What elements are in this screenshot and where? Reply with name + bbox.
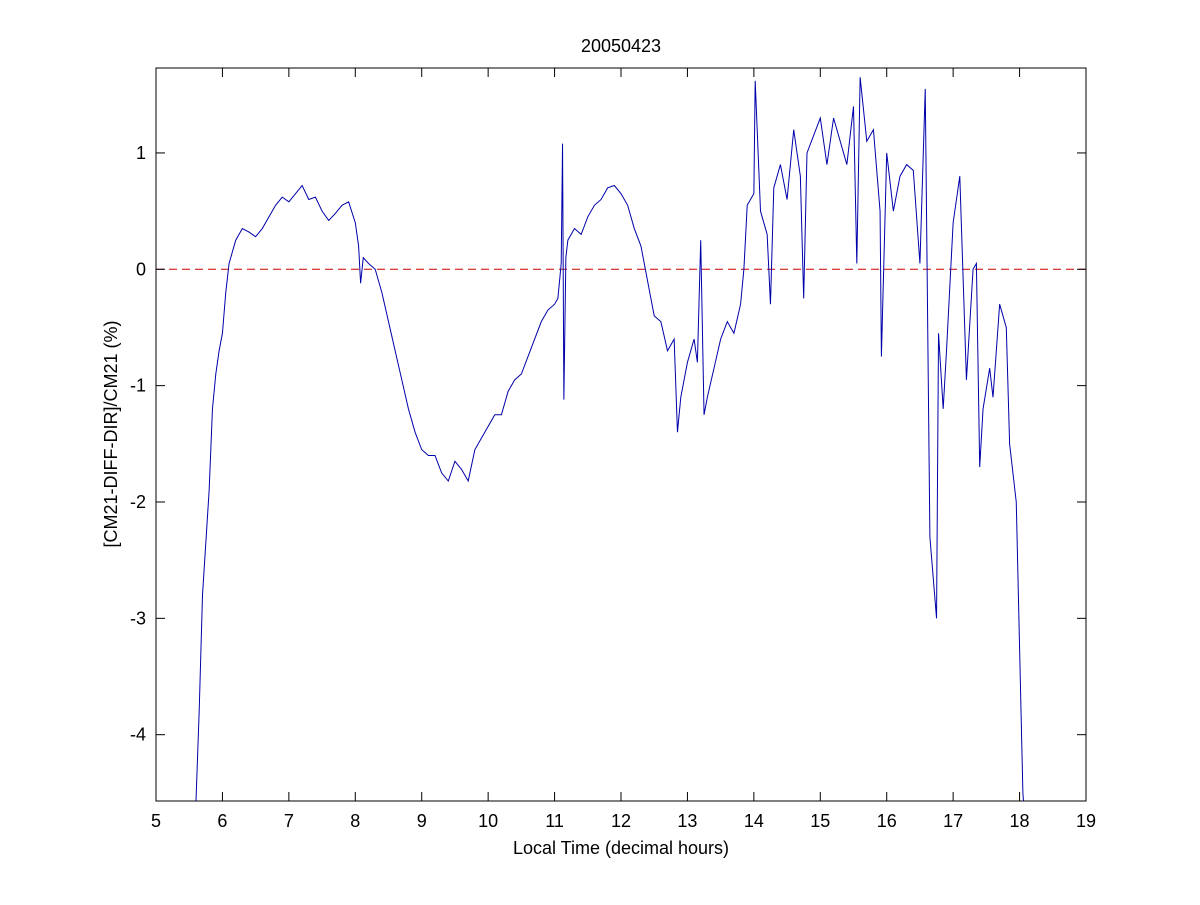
x-tick-label: 15 <box>810 811 830 831</box>
y-tick-label: 0 <box>136 259 146 279</box>
y-axis-label: [CM21-DIFF-DIR]/CM21 (%) <box>101 320 121 547</box>
x-tick-label: 5 <box>151 811 161 831</box>
y-tick-label: -4 <box>130 725 146 745</box>
x-tick-label: 6 <box>217 811 227 831</box>
x-tick-label: 10 <box>478 811 498 831</box>
plot-area <box>156 77 1086 801</box>
x-tick-label: 18 <box>1010 811 1030 831</box>
x-tick-label: 16 <box>877 811 897 831</box>
x-tick-label: 14 <box>744 811 764 831</box>
y-tick-label: -1 <box>130 376 146 396</box>
x-tick-label: 12 <box>611 811 631 831</box>
y-tick-label: 1 <box>136 143 146 163</box>
x-tick-label: 9 <box>417 811 427 831</box>
x-tick-label: 17 <box>943 811 963 831</box>
axes-box <box>155 67 1087 802</box>
x-tick-label: 7 <box>284 811 294 831</box>
chart-title: 20050423 <box>581 36 661 56</box>
y-tick-label: -2 <box>130 492 146 512</box>
x-axis-label: Local Time (decimal hours) <box>513 838 729 858</box>
y-tick-label: -3 <box>130 608 146 628</box>
ticks: 5 6 7 8 9 10 11 12 13 14 15 16 17 18 19 -4 -3 -2 -1 0 1 <box>130 68 1096 831</box>
x-tick-label: 13 <box>677 811 697 831</box>
x-tick-label: 11 <box>545 811 564 831</box>
x-tick-label: 19 <box>1076 811 1096 831</box>
data-line <box>195 77 1024 801</box>
x-tick-label: 8 <box>350 811 360 831</box>
